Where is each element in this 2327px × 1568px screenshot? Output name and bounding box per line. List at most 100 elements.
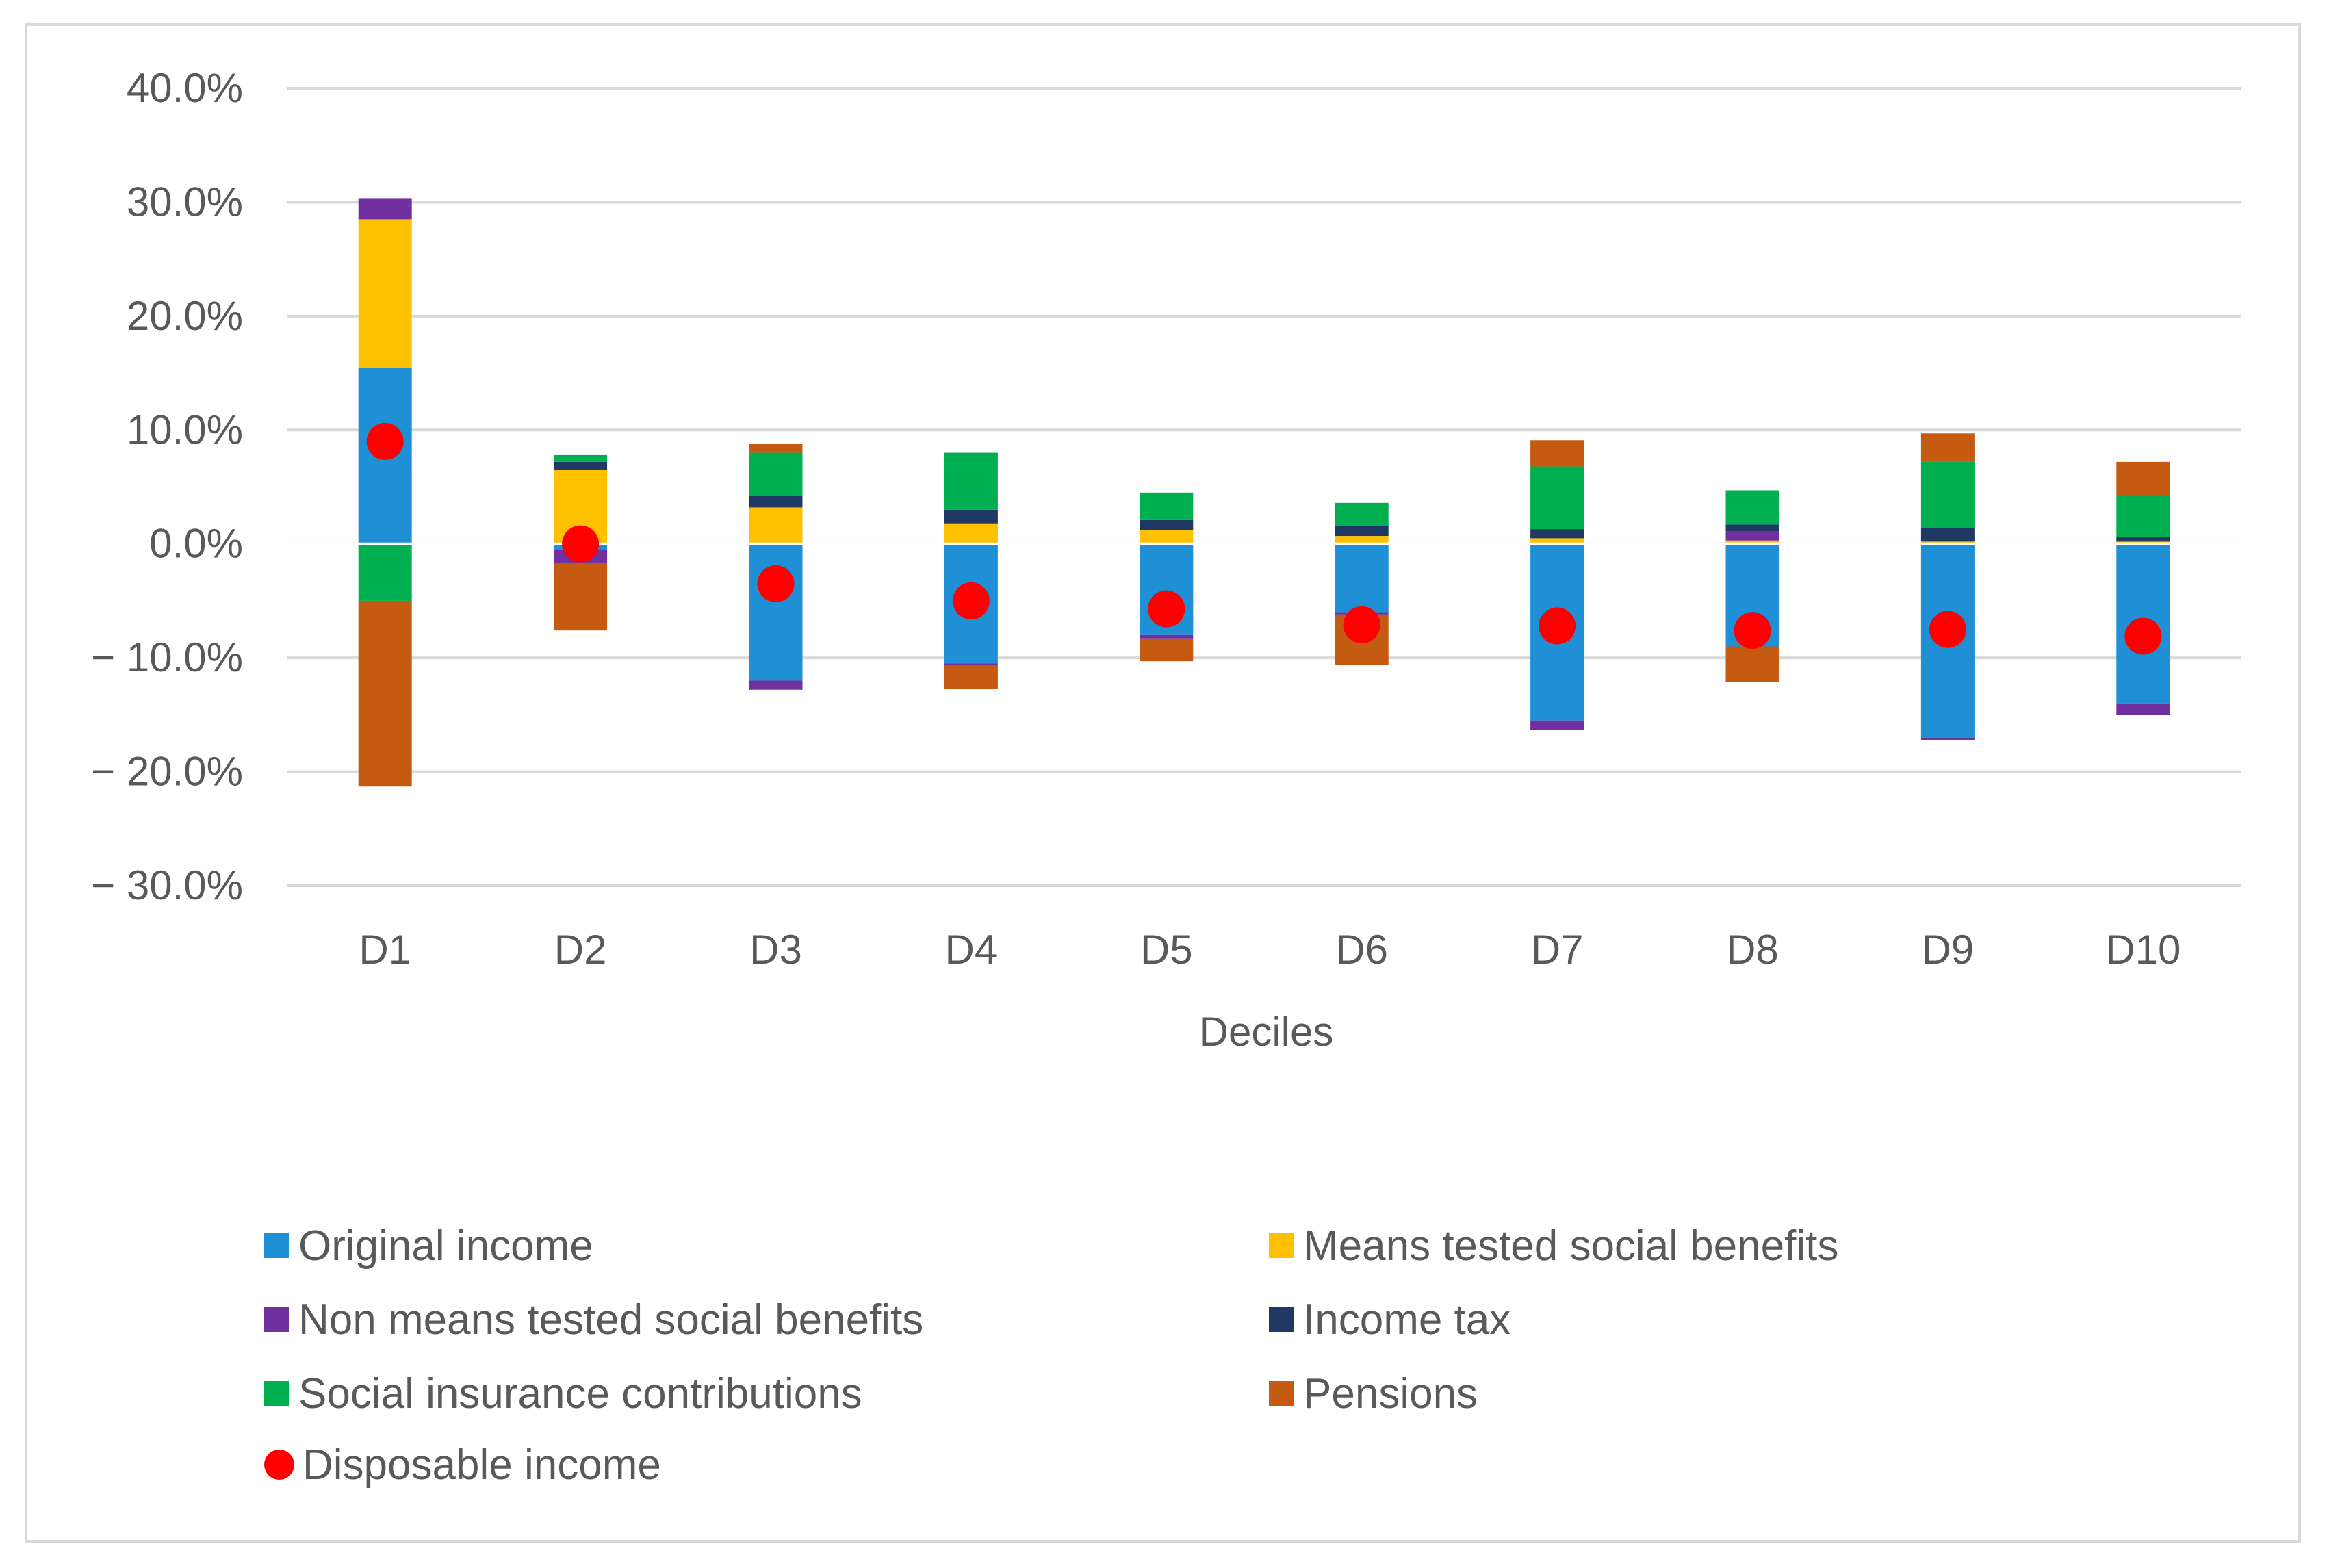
legend-swatch-icon bbox=[264, 1307, 289, 1332]
bar-d8-pensions bbox=[1725, 646, 1779, 682]
bar-d7-means-tested-social-benefits bbox=[1530, 538, 1584, 544]
x-tick-label-d7: D7 bbox=[1531, 927, 1584, 973]
legend-item-original-income: Original income bbox=[264, 1218, 593, 1273]
bar-d7-pensions bbox=[1530, 440, 1584, 467]
bar-d5-pensions bbox=[1140, 638, 1194, 662]
marker-disposable-income-d1 bbox=[366, 422, 404, 460]
bar-d1-means-tested-social-benefits bbox=[358, 219, 412, 368]
legend-label: Disposable income bbox=[303, 1441, 661, 1489]
bar-d9-social-insurance-contributions bbox=[1920, 461, 1975, 528]
bar-d6-income-tax bbox=[1335, 526, 1389, 537]
bars bbox=[287, 198, 2241, 787]
bar-d3-social-insurance-contributions bbox=[749, 452, 803, 496]
marker-disposable-income-d2 bbox=[562, 525, 600, 563]
bar-d6-means-tested-social-benefits bbox=[1335, 536, 1389, 544]
legend: Original income Means tested social benef… bbox=[264, 1218, 2249, 1506]
bar-d5-non-means-tested-social-benefits bbox=[1140, 634, 1194, 639]
marker-disposable-income-d9 bbox=[1929, 611, 1966, 648]
bar-d7-income-tax bbox=[1530, 529, 1584, 539]
y-tick-label: 20.0% bbox=[127, 293, 243, 339]
bar-d3-pensions bbox=[749, 444, 803, 453]
x-tick-label-d9: D9 bbox=[1922, 927, 1975, 973]
bar-d1-social-insurance-contributions bbox=[358, 543, 412, 601]
bar-d4-pensions bbox=[944, 665, 998, 689]
bar-d6-original-income bbox=[1335, 543, 1389, 613]
disposable-income-markers bbox=[366, 422, 2162, 655]
bar-d1-pensions bbox=[358, 600, 412, 787]
legend-label: Means tested social benefits bbox=[1303, 1222, 1839, 1270]
x-tick-label-d6: D6 bbox=[1335, 927, 1388, 973]
x-tick-label-d5: D5 bbox=[1140, 927, 1193, 973]
bar-d9-pensions bbox=[1920, 433, 1975, 462]
bar-d7-non-means-tested-social-benefits bbox=[1530, 720, 1584, 730]
bar-d4-non-means-tested-social-benefits bbox=[944, 663, 998, 666]
y-tick-label: − 30.0% bbox=[91, 862, 243, 908]
bar-d10-pensions bbox=[2116, 461, 2170, 496]
bar-d3-non-means-tested-social-benefits bbox=[749, 680, 803, 690]
legend-swatch-icon bbox=[264, 1381, 289, 1406]
y-tick-label: − 10.0% bbox=[91, 634, 243, 680]
bar-d2-social-insurance-contributions bbox=[554, 454, 608, 462]
marker-disposable-income-d5 bbox=[1148, 590, 1185, 628]
legend-item-income-tax: Income tax bbox=[1269, 1292, 1510, 1347]
bar-d10-social-insurance-contributions bbox=[2116, 496, 2170, 537]
bar-d8-means-tested-social-benefits bbox=[1725, 540, 1779, 544]
x-axis-ticks: D1 D2 D3 D4 D5 D6 D7 D8 D9 D10 bbox=[359, 927, 2181, 973]
legend-item-social-insurance-contributions: Social insurance contributions bbox=[264, 1366, 862, 1421]
y-axis-ticks: 40.0% 30.0% 20.0% 10.0% 0.0% − 10.0% − 20.0% − … bbox=[91, 65, 243, 908]
legend-item-means-tested-social-benefits: Means tested social benefits bbox=[1269, 1218, 1838, 1273]
marker-disposable-income-d6 bbox=[1343, 606, 1380, 643]
chart-frame: 40.0% 30.0% 20.0% 10.0% 0.0% − 10.0% − 20.0% − … bbox=[25, 23, 2301, 1543]
bar-d3-means-tested-social-benefits bbox=[749, 507, 803, 544]
x-tick-label-d3: D3 bbox=[749, 927, 802, 973]
bar-d5-social-insurance-contributions bbox=[1140, 492, 1194, 520]
legend-label: Original income bbox=[298, 1222, 593, 1270]
bar-d9-non-means-tested-social-benefits bbox=[1920, 737, 1975, 740]
x-tick-label-d2: D2 bbox=[554, 927, 607, 973]
legend-swatch-icon bbox=[264, 1233, 289, 1258]
marker-disposable-income-d7 bbox=[1539, 607, 1576, 645]
legend-item-pensions: Pensions bbox=[1269, 1366, 1478, 1421]
bar-d5-income-tax bbox=[1140, 519, 1194, 530]
marker-disposable-income-d4 bbox=[952, 582, 990, 619]
marker-disposable-income-d3 bbox=[757, 565, 795, 602]
x-tick-label-d4: D4 bbox=[945, 927, 998, 973]
y-tick-label: 30.0% bbox=[127, 179, 243, 224]
bar-d6-social-insurance-contributions bbox=[1335, 502, 1389, 526]
legend-swatch-icon bbox=[1269, 1307, 1294, 1332]
marker-disposable-income-d10 bbox=[2124, 617, 2162, 655]
bar-d8-non-means-tested-social-benefits bbox=[1725, 531, 1779, 541]
bar-d1-non-means-tested-social-benefits bbox=[358, 198, 412, 220]
bar-d10-non-means-tested-social-benefits bbox=[2116, 703, 2170, 715]
bar-d8-income-tax bbox=[1725, 524, 1779, 532]
legend-item-disposable-income: Disposable income bbox=[264, 1437, 661, 1492]
bar-d5-means-tested-social-benefits bbox=[1140, 530, 1194, 544]
bar-d3-income-tax bbox=[749, 496, 803, 508]
legend-swatch-icon bbox=[1269, 1233, 1294, 1258]
bar-d4-means-tested-social-benefits bbox=[944, 523, 998, 544]
y-tick-label: − 20.0% bbox=[91, 749, 243, 795]
marker-disposable-income-d8 bbox=[1734, 612, 1771, 650]
legend-label: Non means tested social benefits bbox=[298, 1296, 924, 1344]
y-tick-label: 10.0% bbox=[127, 407, 243, 452]
chart-svg: 40.0% 30.0% 20.0% 10.0% 0.0% − 10.0% − 20.0% − … bbox=[91, 65, 2241, 1055]
bar-d9-income-tax bbox=[1920, 528, 1975, 542]
bar-d4-income-tax bbox=[944, 509, 998, 524]
legend-item-non-means-tested-social-benefits: Non means tested social benefits bbox=[264, 1292, 923, 1347]
bar-d10-income-tax bbox=[2116, 537, 2170, 542]
legend-swatch-icon bbox=[1269, 1381, 1294, 1406]
bar-d2-pensions bbox=[554, 563, 608, 631]
y-tick-label: 0.0% bbox=[149, 521, 243, 567]
legend-label: Pensions bbox=[1303, 1370, 1478, 1417]
x-tick-label-d8: D8 bbox=[1726, 927, 1779, 973]
bar-d3-original-income bbox=[749, 543, 803, 681]
bar-d2-income-tax bbox=[554, 461, 608, 470]
legend-label: Income tax bbox=[1303, 1296, 1511, 1344]
x-tick-label-d10: D10 bbox=[2105, 927, 2181, 973]
bar-d7-social-insurance-contributions bbox=[1530, 466, 1584, 530]
x-tick-label-d1: D1 bbox=[359, 927, 411, 973]
y-tick-label: 40.0% bbox=[127, 65, 243, 111]
legend-marker-icon bbox=[264, 1450, 294, 1480]
x-axis-title: Deciles bbox=[1199, 1009, 1334, 1055]
bar-d4-social-insurance-contributions bbox=[944, 452, 998, 510]
